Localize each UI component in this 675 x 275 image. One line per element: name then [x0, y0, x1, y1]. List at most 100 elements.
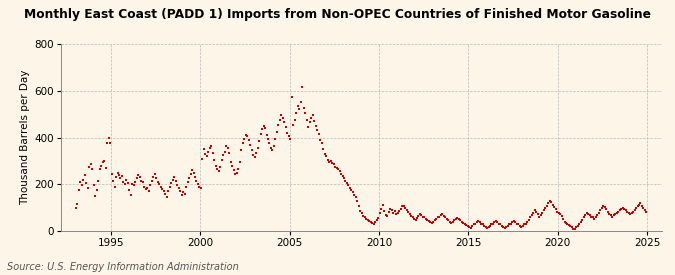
Point [207, 150, 218, 155]
Point [249, 155, 260, 160]
Point [196, 186, 207, 190]
Point [194, 184, 205, 189]
Point [352, 198, 362, 203]
Point [291, 111, 302, 115]
Point [186, 168, 197, 172]
Point [127, 182, 138, 186]
Point [155, 184, 166, 189]
Point [279, 120, 290, 125]
Point [246, 148, 257, 153]
Point [349, 192, 360, 197]
Point [255, 132, 266, 136]
Point [502, 224, 513, 228]
Point [398, 204, 409, 209]
Point [623, 211, 634, 215]
Point [324, 160, 335, 164]
Point [281, 125, 292, 129]
Point [230, 172, 240, 176]
Point [425, 220, 436, 224]
Point [450, 217, 461, 221]
Point [487, 221, 498, 226]
Point [370, 219, 381, 224]
Point [429, 218, 440, 223]
Point [555, 212, 566, 216]
Point [516, 225, 526, 229]
Point [550, 207, 561, 212]
Point [624, 212, 635, 216]
Point [491, 219, 502, 223]
Point [371, 218, 382, 222]
Point [465, 226, 476, 230]
Point [598, 204, 609, 208]
Point [282, 131, 293, 135]
Point [508, 219, 519, 223]
Point [164, 184, 175, 189]
Point [449, 218, 460, 223]
Point [350, 195, 361, 199]
Point [202, 154, 213, 158]
Point [97, 160, 108, 164]
Point [448, 219, 458, 224]
Point [325, 159, 336, 163]
Point [614, 208, 625, 213]
Point [228, 168, 239, 172]
Point [512, 221, 522, 226]
Point [234, 160, 245, 164]
Point [260, 126, 271, 130]
Point [604, 212, 615, 216]
Point [142, 186, 153, 190]
Point [418, 214, 429, 219]
Point [248, 153, 259, 157]
Point [416, 213, 427, 217]
Point [510, 220, 520, 224]
Point [517, 224, 528, 229]
Point [504, 222, 515, 227]
Point [578, 215, 589, 220]
Point [143, 189, 154, 194]
Point [307, 113, 318, 117]
Point [595, 208, 605, 213]
Point [270, 136, 281, 141]
Point [480, 225, 491, 229]
Point [593, 211, 604, 215]
Point [109, 184, 120, 189]
Point [626, 211, 637, 215]
Point [564, 223, 574, 227]
Point [95, 167, 105, 171]
Point [472, 219, 483, 223]
Point [437, 212, 448, 216]
Point [535, 213, 546, 217]
Point [533, 212, 543, 216]
Point [474, 220, 485, 224]
Point [103, 135, 114, 140]
Point [400, 206, 410, 210]
Point [556, 214, 567, 218]
Point [205, 146, 215, 150]
Point [106, 172, 117, 176]
Point [528, 211, 539, 215]
Point [197, 156, 208, 161]
Point [306, 116, 317, 120]
Point [209, 158, 220, 162]
Point [70, 205, 81, 210]
Point [580, 213, 591, 217]
Point [154, 182, 165, 186]
Point [124, 188, 135, 192]
Point [75, 180, 86, 184]
Point [145, 183, 156, 188]
Point [529, 208, 540, 213]
Point [275, 118, 286, 122]
Point [138, 180, 148, 184]
Point [263, 136, 273, 141]
Point [334, 169, 345, 174]
Point [160, 191, 171, 196]
Point [572, 224, 583, 228]
Point [354, 204, 364, 209]
Point [413, 214, 424, 218]
Point [312, 128, 323, 133]
Point [130, 180, 141, 184]
Point [99, 159, 109, 163]
Point [149, 172, 160, 176]
Point [190, 175, 200, 179]
Point [382, 214, 393, 218]
